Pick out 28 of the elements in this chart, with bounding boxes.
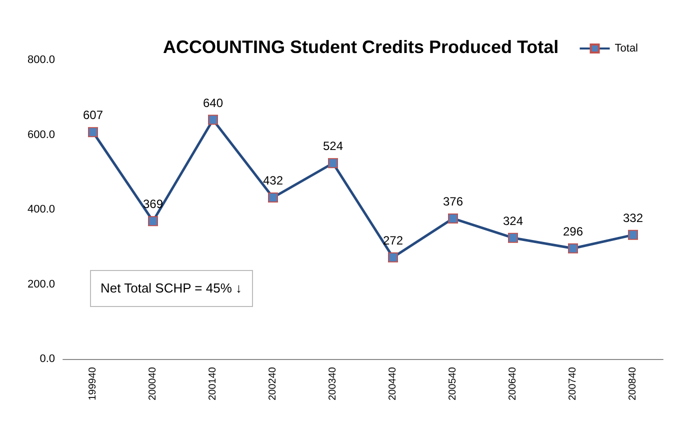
x-tick-label: 200740 xyxy=(568,366,578,400)
x-tick-label: 199940 xyxy=(88,366,98,400)
data-label: 272 xyxy=(382,233,404,248)
y-tick-label: 0.0 xyxy=(40,353,55,365)
data-label: 324 xyxy=(502,214,524,228)
x-tick-label: 200040 xyxy=(148,366,158,400)
legend-label: Total xyxy=(614,42,638,54)
annotation: Net Total SCHP = 45% ↓ xyxy=(100,280,242,296)
chart-title: ACCOUNTING Student Credits Produced Total xyxy=(163,37,559,57)
x-tick-label: 200440 xyxy=(388,366,398,400)
x-tick-label: 200540 xyxy=(448,366,458,400)
x-tick-label: 200840 xyxy=(628,366,638,400)
x-tick-label: 200140 xyxy=(208,366,218,400)
x-tick-label: 200340 xyxy=(328,366,338,400)
data-label: 640 xyxy=(202,96,224,110)
data-label: 432 xyxy=(262,174,284,188)
y-tick-label: 600.0 xyxy=(27,128,55,141)
data-label: 369 xyxy=(142,197,164,212)
data-label: 376 xyxy=(442,194,464,208)
x-tick-label: 200240 xyxy=(268,366,278,400)
x-tick-label: 200640 xyxy=(508,366,518,400)
data-label: 524 xyxy=(322,139,344,154)
data-label: 332 xyxy=(622,210,644,225)
data-label: 607 xyxy=(82,108,104,122)
y-tick-label: 200.0 xyxy=(27,278,55,290)
y-tick-label: 400.0 xyxy=(27,204,55,216)
data-label: 296 xyxy=(562,224,584,238)
y-tick-label: 800.0 xyxy=(27,54,55,66)
